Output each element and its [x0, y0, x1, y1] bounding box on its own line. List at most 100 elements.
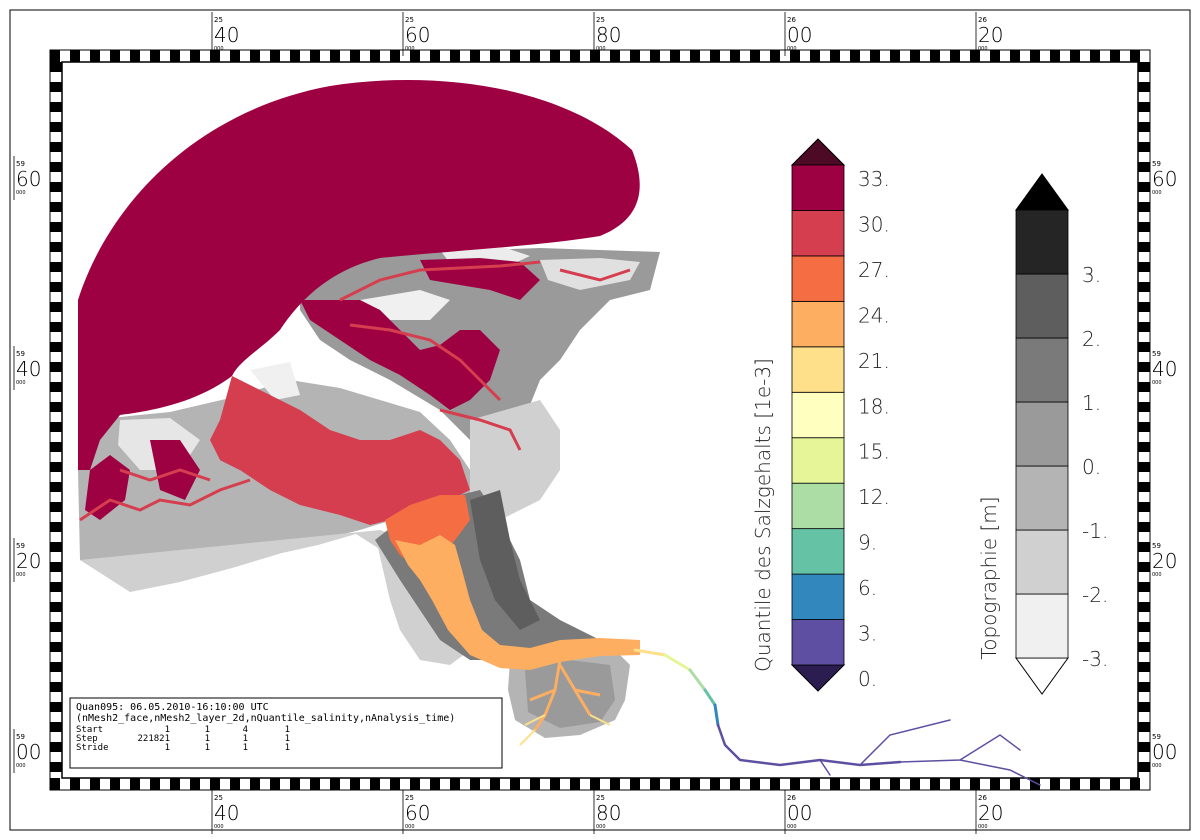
- river-seg-3: [688, 668, 707, 692]
- axis-minute: 80: [596, 23, 621, 47]
- checker-left: [50, 242, 62, 252]
- axis-sub: 000: [405, 824, 415, 830]
- checker-left: [50, 102, 62, 112]
- topo-band: [1015, 593, 1069, 659]
- checker-bottom: [890, 778, 900, 790]
- checker-left: [50, 342, 62, 352]
- info-row-label: Start: [76, 725, 103, 735]
- white-sand-4: [540, 258, 640, 290]
- checker-bottom: [290, 778, 300, 790]
- checker-left: [50, 202, 62, 212]
- checker-right: [1138, 762, 1150, 772]
- checker-right: [1138, 222, 1150, 232]
- checker-bottom: [850, 778, 860, 790]
- checker-bottom: [410, 778, 420, 790]
- axis-minute: 80: [596, 801, 621, 825]
- river-upstream: [633, 648, 1041, 786]
- basin-creek-3: [519, 729, 536, 746]
- checker-bottom: [470, 778, 480, 790]
- checker-left: [50, 322, 62, 332]
- checker-left: [50, 622, 62, 632]
- axis-minute: 60: [405, 801, 430, 825]
- checker-top: [410, 50, 420, 62]
- checker-bottom: [130, 778, 140, 790]
- basin-channel-4: [574, 688, 601, 697]
- checker-top: [1070, 50, 1080, 62]
- checker-right: [1138, 642, 1150, 652]
- checker-right: [1138, 302, 1150, 312]
- mouth-channel-3: [349, 323, 502, 402]
- info-box: Quan095: 06.05.2010-16:10:00 UTC (nMesh2…: [69, 697, 503, 769]
- axis-sub: 000: [1152, 763, 1162, 769]
- checker-left: [50, 762, 62, 772]
- checker-left: [50, 742, 62, 752]
- checker-bottom: [630, 778, 640, 790]
- checker-right: [1138, 522, 1150, 532]
- basin-channel-3: [529, 688, 556, 702]
- checker-left: [50, 442, 62, 452]
- checker-right: [1138, 282, 1150, 292]
- checker-bottom: [230, 778, 240, 790]
- checker-right: [1138, 362, 1150, 372]
- checker-top: [70, 50, 80, 62]
- axis-minute: 20: [978, 801, 1003, 825]
- salinity-band: [791, 528, 845, 575]
- salinity-tick-label: 6.: [858, 576, 877, 600]
- checker-right: [1138, 402, 1150, 412]
- checker-right: [1138, 242, 1150, 252]
- axis-degree: 59: [16, 542, 25, 550]
- checker-left: [50, 422, 62, 432]
- axis-sub: 000: [596, 46, 606, 52]
- topography-colorbar: -3. -2. -1. 0. 1. 2. 3.: [1015, 173, 1108, 695]
- checker-bottom: [830, 778, 840, 790]
- checker-right: [1138, 62, 1150, 72]
- checker-top: [830, 50, 840, 62]
- map-area: [78, 79, 1041, 786]
- info-row-label: Step: [76, 734, 98, 744]
- river-seg-2: [663, 653, 692, 672]
- info-line-1: Quan095: 06.05.2010-16:10:00 UTC: [76, 702, 269, 713]
- checker-bottom: [390, 778, 400, 790]
- checker-bottom: [490, 778, 500, 790]
- checker-left: [50, 602, 62, 612]
- salinity-colorbar: 0. 3. 6. 9. 12. 15. 18. 21. 24. 27. 30. 33.: [790, 138, 890, 692]
- checker-bottom: [1030, 778, 1040, 790]
- checker-top: [330, 50, 340, 62]
- topo-band: [1015, 401, 1069, 467]
- axis-minute: 00: [1152, 740, 1177, 764]
- axis-degree: 25: [214, 16, 223, 24]
- checker-bottom: [90, 778, 100, 790]
- checker-left: [50, 62, 62, 72]
- checker-top: [530, 50, 540, 62]
- salinity-tick-label: 18.: [858, 394, 890, 418]
- mouth-channel-1: [79, 478, 251, 522]
- salinity-band: [791, 210, 845, 257]
- salinity-band: [791, 164, 845, 211]
- info-row-value: 1: [243, 734, 248, 744]
- salinity-tick-label: 12.: [858, 485, 890, 509]
- checker-bottom: [210, 778, 220, 790]
- basin-creeks: [519, 714, 611, 746]
- sea-channel-4: [150, 440, 200, 500]
- checker-top: [390, 50, 400, 62]
- checker-bottom: [1130, 778, 1140, 790]
- white-sand-2: [250, 362, 300, 400]
- axis-minute: 20: [1152, 549, 1177, 573]
- axis-minute: 40: [16, 357, 41, 381]
- axis-minute: 20: [978, 23, 1003, 47]
- checker-bottom: [170, 778, 180, 790]
- axis-degree: 25: [214, 794, 223, 802]
- river-seg-5: [713, 703, 720, 727]
- checker-top: [270, 50, 280, 62]
- checker-left: [50, 82, 62, 92]
- checker-top: [110, 50, 120, 62]
- checker-right: [1138, 82, 1150, 92]
- topo-tick-label: -1.: [1082, 519, 1108, 543]
